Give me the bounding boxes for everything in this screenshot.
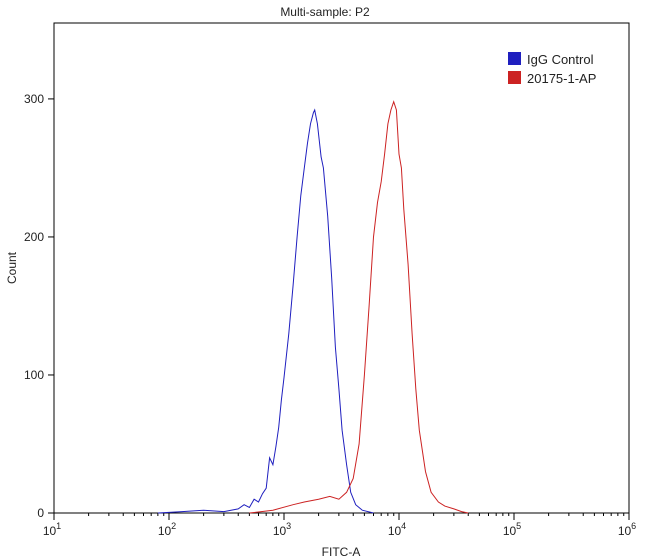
- x-tick-exponent: 3: [286, 521, 291, 531]
- x-tick-label: 101: [43, 521, 61, 538]
- x-tick-base: 10: [618, 524, 632, 538]
- legend-swatch-igg-control: [508, 52, 521, 65]
- chart-title: Multi-sample: P2: [280, 5, 370, 19]
- x-tick-base: 10: [43, 524, 57, 538]
- legend-label-20175-1-ap: 20175-1-AP: [527, 71, 596, 86]
- x-axis-label: FITC-A: [322, 545, 361, 559]
- x-tick-exponent: 4: [401, 521, 406, 531]
- x-tick-base: 10: [503, 524, 517, 538]
- y-axis-label: Count: [5, 251, 19, 284]
- x-tick-exponent: 5: [516, 521, 521, 531]
- series-line-0: [157, 108, 374, 514]
- x-tick-label: 102: [158, 521, 176, 538]
- x-tick-exponent: 2: [171, 521, 176, 531]
- y-axis: 0 100 200 300: [24, 92, 54, 520]
- legend-label-igg-control: IgG Control: [527, 52, 594, 67]
- x-axis: 101 102 103 104 105 106: [43, 513, 636, 538]
- x-tick-exponent: 1: [56, 521, 61, 531]
- x-tick-base: 10: [388, 524, 402, 538]
- x-tick-label: 105: [503, 521, 521, 538]
- y-tick-label: 100: [24, 368, 44, 382]
- x-tick-label: 103: [273, 521, 291, 538]
- plot-frame: [53, 22, 630, 514]
- y-tick-label: 200: [24, 230, 44, 244]
- legend-swatch-20175-1-ap: [508, 71, 521, 84]
- legend: IgG Control 20175-1-AP: [508, 52, 596, 86]
- x-tick-label: 104: [388, 521, 406, 538]
- x-tick-base: 10: [158, 524, 172, 538]
- x-tick-exponent: 6: [631, 521, 636, 531]
- series-layer: [157, 100, 469, 514]
- series-line-1: [249, 100, 469, 514]
- y-tick-label: 0: [37, 506, 44, 520]
- x-tick-base: 10: [273, 524, 287, 538]
- y-tick-label: 300: [24, 92, 44, 106]
- x-tick-label: 106: [618, 521, 636, 538]
